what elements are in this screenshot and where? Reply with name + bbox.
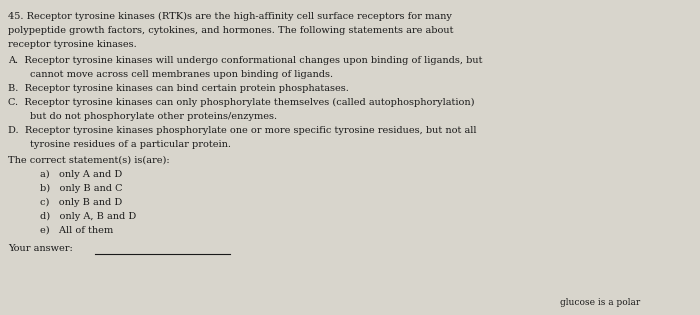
Text: b)   only B and C: b) only B and C: [40, 184, 122, 193]
Text: A.  Receptor tyrosine kinases will undergo conformational changes upon binding o: A. Receptor tyrosine kinases will underg…: [8, 56, 482, 65]
Text: Your answer:: Your answer:: [8, 244, 73, 253]
Text: 45. Receptor tyrosine kinases (RTK)s are the high-affinity cell surface receptor: 45. Receptor tyrosine kinases (RTK)s are…: [8, 12, 452, 21]
Text: The correct statement(s) is(are):: The correct statement(s) is(are):: [8, 156, 169, 165]
Text: c)   only B and D: c) only B and D: [40, 198, 122, 207]
Text: D.  Receptor tyrosine kinases phosphorylate one or more specific tyrosine residu: D. Receptor tyrosine kinases phosphoryla…: [8, 126, 477, 135]
Text: glucose is a polar: glucose is a polar: [560, 298, 640, 307]
Text: C.  Receptor tyrosine kinases can only phosphorylate themselves (called autophos: C. Receptor tyrosine kinases can only ph…: [8, 98, 475, 107]
Text: but do not phosphorylate other proteins/enzymes.: but do not phosphorylate other proteins/…: [30, 112, 277, 121]
Text: e)   All of them: e) All of them: [40, 226, 113, 235]
Text: tyrosine residues of a particular protein.: tyrosine residues of a particular protei…: [30, 140, 231, 149]
Text: polypeptide growth factors, cytokines, and hormones. The following statements ar: polypeptide growth factors, cytokines, a…: [8, 26, 454, 35]
Text: B.  Receptor tyrosine kinases can bind certain protein phosphatases.: B. Receptor tyrosine kinases can bind ce…: [8, 84, 349, 93]
Text: receptor tyrosine kinases.: receptor tyrosine kinases.: [8, 40, 136, 49]
Text: d)   only A, B and D: d) only A, B and D: [40, 212, 136, 221]
Text: a)   only A and D: a) only A and D: [40, 170, 122, 179]
Text: cannot move across cell membranes upon binding of ligands.: cannot move across cell membranes upon b…: [30, 70, 333, 79]
